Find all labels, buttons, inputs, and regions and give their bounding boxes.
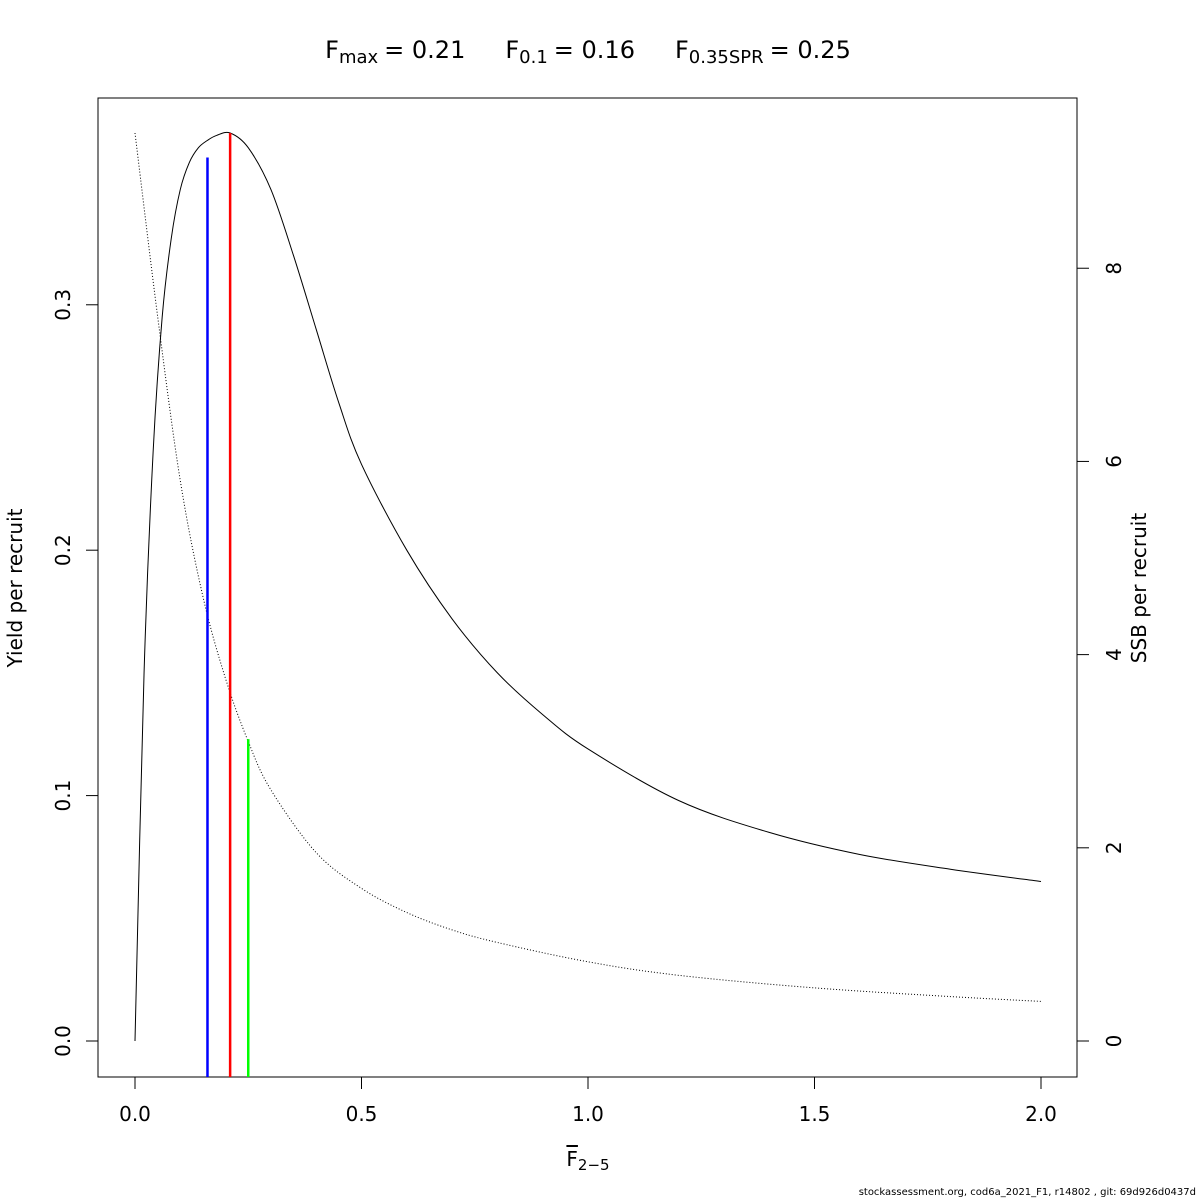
reference-lines [206, 133, 250, 1077]
x-tick-label: 1.5 [799, 1102, 831, 1126]
y-right-tick-label: 6 [1102, 455, 1126, 468]
x-tick-label: 2.0 [1025, 1102, 1057, 1126]
y-left-axis: 0.0 0.1 0.2 0.3 [51, 289, 99, 1057]
title-fmax-sub: max [339, 47, 379, 68]
title-fmax-base: F [325, 36, 339, 64]
yield-per-recruit-line [134, 131, 1042, 1042]
y-right-tick-label: 4 [1102, 648, 1126, 661]
x-tick-label: 1.0 [572, 1102, 604, 1126]
y-right-axis-label: SSB per recruit [1127, 513, 1151, 664]
y-left-tick-label: 0.0 [51, 1025, 75, 1057]
x-tick-label: 0.5 [346, 1102, 378, 1126]
plot-frame [97, 97, 1078, 1078]
x-axis-label-sub: 2−5 [578, 1156, 610, 1174]
y-left-tick-label: 0.1 [51, 780, 75, 812]
title-fspr-sub: 0.35SPR [689, 47, 764, 68]
title-fspr-base: F [675, 36, 689, 64]
footer-source: stockassessment.org, cod6a_2021_F1, r148… [858, 1187, 1196, 1198]
x-tick-label: 0.0 [119, 1102, 151, 1126]
y-right-tick-label: 8 [1102, 262, 1126, 275]
title-fspr-value: = 0.25 [770, 36, 851, 64]
x-axis: 0.0 0.5 1.0 1.5 2.0 [119, 1076, 1057, 1126]
x-axis-label-base: F [566, 1147, 578, 1171]
y-left-tick-label: 0.3 [51, 289, 75, 321]
x-axis-label: F2−5 [566, 1147, 609, 1174]
title-f01-sub: 0.1 [519, 47, 548, 68]
chart-title: Fmax = 0.21 F0.1 = 0.16 F0.35SPR = 0.25 [325, 36, 851, 68]
y-right-tick-label: 2 [1102, 841, 1126, 854]
title-f01-value: = 0.16 [554, 36, 635, 64]
title-fmax-value: = 0.21 [384, 36, 465, 64]
y-left-axis-label: Yield per recruit [3, 508, 27, 668]
ssb-per-recruit-line [134, 132, 1042, 1002]
y-left-tick-label: 0.2 [51, 534, 75, 566]
y-right-tick-label: 0 [1102, 1035, 1126, 1048]
y-right-axis: 0 2 4 6 8 [1076, 262, 1126, 1048]
title-f01-base: F [505, 36, 519, 64]
